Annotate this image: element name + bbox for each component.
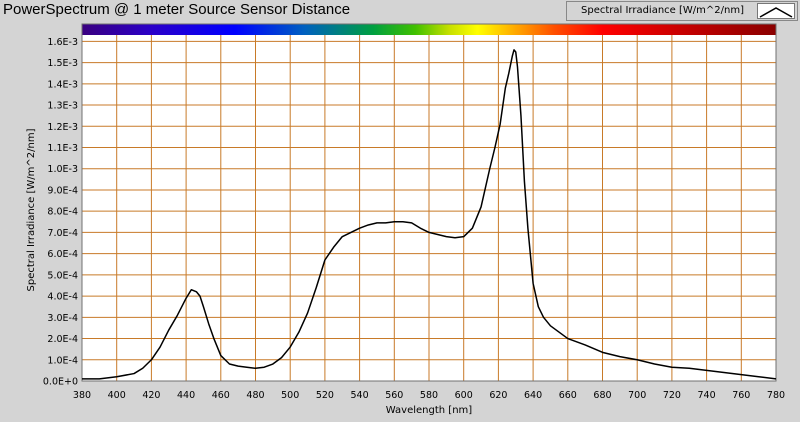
x-tick-label: 760: [732, 390, 750, 401]
y-tick-label: 1.2E-3: [47, 122, 78, 133]
y-tick-label: 1.6E-3: [47, 37, 78, 48]
x-tick-label: 460: [212, 390, 230, 401]
y-axis-ticks: 0.0E+0 1.0E-4 2.0E-4 3.0E-4 4.0E-4 5.0E-4 6.0E…: [43, 37, 78, 388]
y-tick-label: 8.0E-4: [47, 207, 78, 218]
x-tick-label: 640: [524, 390, 542, 401]
series-line: [82, 49, 777, 380]
x-tick-label: 580: [420, 390, 438, 401]
y-tick-label: 9.0E-4: [47, 185, 78, 196]
legend-line-swatch[interactable]: [757, 3, 795, 19]
x-tick-label: 620: [489, 390, 507, 401]
chart-title: PowerSpectrum @ 1 meter Source Sensor Di…: [3, 1, 351, 18]
legend-label: Spectral Irradiance [W/m^2/nm]: [581, 5, 744, 16]
y-tick-label: 1.0E-4: [47, 355, 78, 366]
x-axis-label: Wavelength [nm]: [386, 405, 472, 416]
y-tick-label: 2.0E-4: [47, 334, 78, 345]
x-tick-label: 780: [767, 390, 785, 401]
y-tick-label: 1.1E-3: [47, 143, 78, 154]
y-tick-label: 6.0E-4: [47, 249, 78, 260]
y-tick-label: 5.0E-4: [47, 270, 78, 281]
y-tick-label: 3.0E-4: [47, 313, 78, 324]
x-tick-label: 600: [455, 390, 473, 401]
y-tick-label: 7.0E-4: [47, 228, 78, 239]
plot-frame: [81, 23, 777, 382]
y-tick-label: 4.0E-4: [47, 292, 78, 303]
x-tick-label: 680: [593, 390, 611, 401]
x-tick-label: 380: [73, 390, 91, 401]
grid-lines: [82, 35, 776, 381]
spectrum-color-bar: [82, 24, 776, 35]
y-tick-label: 1.3E-3: [47, 101, 78, 112]
x-tick-label: 520: [316, 390, 334, 401]
x-tick-label: 420: [142, 390, 160, 401]
x-tick-label: 480: [246, 390, 264, 401]
x-tick-label: 720: [663, 390, 681, 401]
x-tick-label: 400: [108, 390, 126, 401]
y-tick-label: 1.0E-3: [47, 164, 78, 175]
legend[interactable]: Spectral Irradiance [W/m^2/nm]: [566, 1, 798, 21]
x-tick-label: 740: [698, 390, 716, 401]
x-tick-label: 660: [559, 390, 577, 401]
x-tick-label: 440: [177, 390, 195, 401]
x-tick-label: 540: [351, 390, 369, 401]
legend-line-icon: [759, 7, 793, 18]
y-tick-label: 1.4E-3: [47, 79, 78, 90]
x-tick-label: 500: [281, 390, 299, 401]
x-tick-label: 560: [385, 390, 403, 401]
y-tick-label: 1.5E-3: [47, 58, 78, 69]
y-axis-label: Spectral Irradiance [W/m^2/nm]: [26, 128, 37, 291]
x-tick-label: 700: [628, 390, 646, 401]
y-tick-label: 0.0E+0: [43, 377, 78, 388]
x-axis-ticks: 380 400 420 440 460 480 500 520 540 560 580 600 620 6…: [73, 390, 785, 401]
